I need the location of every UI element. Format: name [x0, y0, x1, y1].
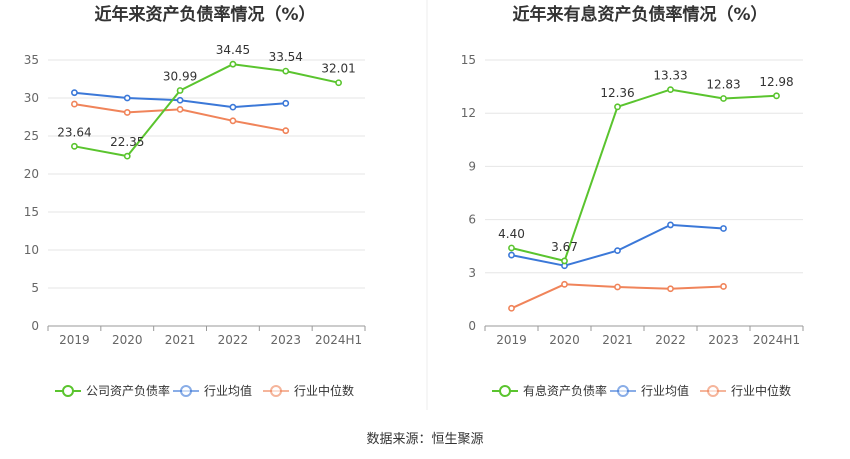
data-point [176, 106, 184, 113]
x-tick-label: 2023 [708, 333, 739, 347]
data-point [508, 304, 515, 312]
legend-marker [617, 385, 629, 397]
x-tick-label: 2020 [549, 333, 580, 347]
data-point [282, 127, 290, 135]
data-point [561, 257, 568, 265]
data-point [614, 247, 621, 255]
data-point [561, 280, 568, 288]
x-tick-label: 2022 [655, 333, 686, 347]
data-point [720, 283, 727, 290]
data-point [335, 79, 342, 87]
x-tick-label: 2024H1 [315, 333, 362, 347]
legend-marker [180, 385, 192, 397]
y-tick-label: 15 [24, 205, 39, 219]
legend-marker [62, 385, 74, 397]
data-label: 23.64 [57, 125, 91, 139]
data-point [229, 60, 237, 68]
data-point [720, 95, 727, 102]
y-tick-label: 6 [468, 213, 476, 227]
legend-label: 有息资产负债率 [523, 383, 607, 398]
data-label: 12.36 [600, 86, 634, 100]
data-label: 30.99 [163, 69, 197, 83]
data-label: 12.98 [759, 75, 793, 89]
data-label: 22.35 [110, 135, 144, 149]
x-tick-label: 2020 [112, 333, 143, 347]
data-point [614, 283, 621, 291]
data-label: 4.40 [498, 227, 525, 241]
y-tick-label: 30 [24, 91, 39, 105]
legend-marker [270, 385, 282, 397]
data-point [508, 244, 515, 252]
y-tick-label: 0 [31, 319, 39, 333]
y-tick-label: 35 [24, 53, 39, 67]
data-point [508, 251, 515, 259]
data-point [71, 142, 78, 150]
x-tick-label: 2019 [59, 333, 90, 347]
data-label: 13.33 [653, 69, 687, 83]
chart-title: 近年来有息资产负债率情况（%） [512, 4, 767, 25]
data-source-note: 数据来源：恒生聚源 [366, 432, 483, 447]
x-tick-label: 2022 [218, 333, 249, 347]
data-point [773, 92, 780, 100]
data-point [720, 225, 727, 232]
chart-title: 近年来资产负债率情况（%） [94, 4, 315, 25]
data-point [614, 103, 621, 111]
y-tick-label: 0 [468, 319, 476, 333]
data-label: 34.45 [216, 43, 250, 57]
data-label: 33.54 [269, 50, 303, 64]
data-point [123, 109, 131, 116]
legend-label: 行业均值 [641, 383, 689, 398]
y-tick-label: 20 [24, 167, 39, 181]
data-point [667, 86, 674, 94]
x-tick-label: 2021 [165, 333, 196, 347]
data-label: 12.83 [706, 77, 740, 91]
data-point [123, 152, 131, 160]
y-tick-label: 9 [468, 159, 476, 173]
data-point [229, 103, 237, 111]
data-point [229, 117, 237, 125]
x-tick-label: 2023 [270, 333, 301, 347]
x-tick-label: 2021 [602, 333, 633, 347]
legend-marker [707, 385, 719, 397]
legend-label: 行业中位数 [294, 383, 354, 398]
y-tick-label: 15 [461, 53, 476, 67]
data-point [667, 285, 674, 293]
x-tick-label: 2019 [496, 333, 527, 347]
y-tick-label: 5 [31, 281, 39, 295]
data-point [282, 99, 290, 107]
series-line [74, 63, 339, 158]
y-tick-label: 25 [24, 129, 39, 143]
data-point [176, 96, 184, 104]
legend-label: 行业中位数 [731, 383, 791, 398]
legend-label: 行业均值 [204, 383, 252, 398]
legend-marker [499, 385, 511, 397]
y-tick-label: 12 [461, 106, 476, 120]
data-point [667, 221, 674, 229]
series-line [511, 88, 777, 262]
x-tick-label: 2024H1 [753, 333, 800, 347]
y-tick-label: 3 [468, 266, 476, 280]
data-point [282, 67, 290, 75]
data-point [71, 89, 78, 97]
data-label: 32.01 [321, 62, 355, 76]
data-label: 3.67 [551, 240, 578, 254]
legend-label: 公司资产负债率 [86, 383, 170, 398]
y-tick-label: 10 [24, 243, 39, 257]
series-line [511, 223, 724, 267]
data-point [71, 100, 78, 108]
data-point [123, 94, 131, 102]
data-point [176, 87, 184, 94]
